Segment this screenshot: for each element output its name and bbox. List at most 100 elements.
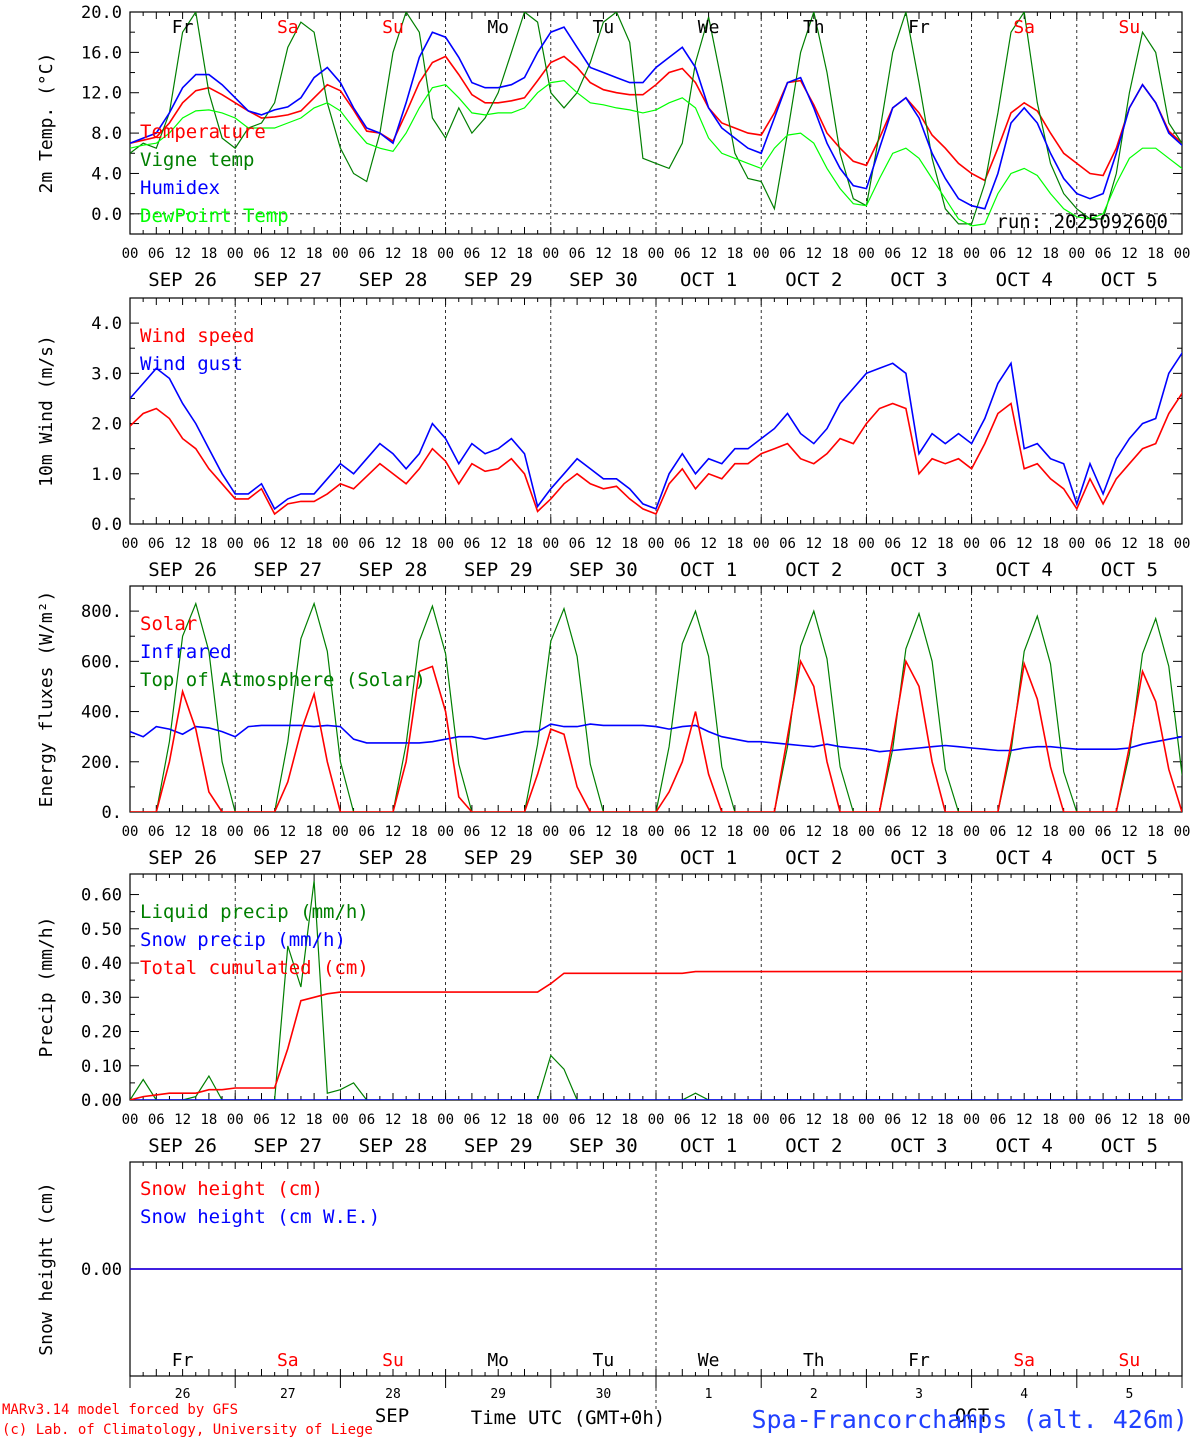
date-label: SEP 30 bbox=[569, 269, 638, 291]
hour-label: 00 bbox=[122, 824, 139, 840]
hour-label: 18 bbox=[832, 536, 849, 552]
date-label: OCT 5 bbox=[1101, 269, 1158, 291]
hour-label: 18 bbox=[1042, 246, 1059, 262]
date-label: OCT 3 bbox=[890, 559, 947, 581]
y-tick-label: 3.0 bbox=[91, 364, 122, 384]
hour-label: 12 bbox=[385, 824, 402, 840]
hour-label: 06 bbox=[989, 824, 1006, 840]
hour-label: 18 bbox=[516, 824, 533, 840]
weekday-label: Su bbox=[1119, 17, 1141, 38]
series-line-infrared bbox=[130, 723, 1182, 753]
hour-label: 06 bbox=[463, 1112, 480, 1128]
hour-label: 12 bbox=[1016, 246, 1033, 262]
weekday-label: We bbox=[698, 17, 720, 38]
y-tick-label: 4.0 bbox=[91, 314, 122, 334]
day-number-label: 28 bbox=[385, 1387, 401, 1402]
hour-label: 18 bbox=[726, 824, 743, 840]
hour-label: 12 bbox=[911, 824, 928, 840]
y-tick-label: 1.0 bbox=[91, 465, 122, 485]
y-tick-label: 12.0 bbox=[81, 84, 122, 104]
hour-label: 00 bbox=[437, 246, 454, 262]
hour-label: 00 bbox=[1174, 536, 1191, 552]
hour-label: 12 bbox=[700, 246, 717, 262]
panel-4: 0.00 0.10 0.20 0.30 0.40 0.50 0.60 Precip (mm/h… bbox=[36, 873, 1191, 1157]
hour-label: 00 bbox=[332, 1112, 349, 1128]
legend-entry: Snow height (cm) bbox=[140, 1178, 323, 1200]
hour-label: 00 bbox=[648, 246, 665, 262]
hour-label: 06 bbox=[463, 246, 480, 262]
hour-label: 06 bbox=[884, 536, 901, 552]
hour-label: 12 bbox=[805, 246, 822, 262]
day-number-label: 29 bbox=[490, 1387, 506, 1402]
hour-label: 00 bbox=[963, 536, 980, 552]
credit-line-2: (c) Lab. of Climatology, University of L… bbox=[2, 1422, 373, 1438]
hour-label: 06 bbox=[148, 824, 165, 840]
hour-label: 18 bbox=[516, 246, 533, 262]
y-axis-label: Precip (mm/h) bbox=[36, 917, 57, 1058]
hour-label: 12 bbox=[700, 824, 717, 840]
hour-label: 12 bbox=[700, 1112, 717, 1128]
hour-label: 18 bbox=[832, 246, 849, 262]
y-tick-label: 0.40 bbox=[81, 954, 122, 974]
credit-line-1: MARv3.14 model forced by GFS bbox=[2, 1402, 238, 1418]
legend-entry: Total cumulated (cm) bbox=[140, 957, 369, 979]
hour-label: 18 bbox=[832, 824, 849, 840]
y-tick-label: 0.00 bbox=[81, 1091, 122, 1111]
legend-entry: Snow precip (mm/h) bbox=[140, 929, 346, 951]
weekday-label: Fr bbox=[908, 17, 930, 38]
date-label: SEP 30 bbox=[569, 847, 638, 869]
date-label: SEP 26 bbox=[148, 847, 217, 869]
hour-label: 06 bbox=[674, 246, 691, 262]
hour-label: 12 bbox=[385, 536, 402, 552]
legend-entry: Liquid precip (mm/h) bbox=[140, 901, 369, 923]
date-label: OCT 2 bbox=[785, 1135, 842, 1157]
hour-label: 06 bbox=[253, 1112, 270, 1128]
panel-2: 0.0 1.0 2.0 3.0 4.0 10m Wind (m/s) Wind speed W… bbox=[36, 297, 1191, 581]
month-label-sep: SEP bbox=[375, 1405, 409, 1427]
y-tick-label: 0. bbox=[102, 803, 122, 823]
y-tick-label: 4.0 bbox=[91, 164, 122, 184]
hour-label: 06 bbox=[1095, 824, 1112, 840]
hour-label: 00 bbox=[858, 536, 875, 552]
hour-label: 18 bbox=[516, 536, 533, 552]
hour-label: 00 bbox=[1174, 246, 1191, 262]
date-label: SEP 27 bbox=[253, 847, 322, 869]
hour-label: 18 bbox=[832, 1112, 849, 1128]
hour-label: 18 bbox=[726, 246, 743, 262]
hour-label: 00 bbox=[1174, 1112, 1191, 1128]
series-line-top-of-atmosphere-solar- bbox=[130, 601, 1182, 812]
date-label: SEP 28 bbox=[359, 1135, 428, 1157]
hour-label: 12 bbox=[1121, 246, 1138, 262]
date-label: SEP 29 bbox=[464, 559, 533, 581]
legend-entry: Humidex bbox=[140, 177, 220, 199]
hour-label: 06 bbox=[253, 246, 270, 262]
hour-label: 00 bbox=[437, 1112, 454, 1128]
weekday-label: Th bbox=[803, 17, 825, 38]
hour-label: 06 bbox=[358, 1112, 375, 1128]
hour-label: 12 bbox=[490, 536, 507, 552]
date-label: SEP 28 bbox=[359, 559, 428, 581]
hour-label: 12 bbox=[1121, 824, 1138, 840]
weekday-label: Su bbox=[382, 1350, 404, 1371]
legend-entry: Top of Atmosphere (Solar) bbox=[140, 669, 426, 691]
hour-label: 00 bbox=[227, 536, 244, 552]
hour-label: 06 bbox=[569, 824, 586, 840]
date-label: OCT 1 bbox=[680, 269, 737, 291]
hour-label: 00 bbox=[753, 824, 770, 840]
hour-label: 00 bbox=[227, 1112, 244, 1128]
hour-label: 18 bbox=[1042, 1112, 1059, 1128]
hour-label: 00 bbox=[963, 824, 980, 840]
hour-label: 00 bbox=[1068, 536, 1085, 552]
y-tick-label: 800. bbox=[81, 602, 122, 622]
hour-label: 12 bbox=[805, 824, 822, 840]
hour-label: 06 bbox=[989, 246, 1006, 262]
hour-label: 12 bbox=[174, 824, 191, 840]
legend-entry: Wind gust bbox=[140, 353, 243, 375]
date-label: SEP 27 bbox=[253, 559, 322, 581]
hour-label: 12 bbox=[279, 1112, 296, 1128]
series-line-wind-gust bbox=[130, 351, 1182, 511]
hour-label: 06 bbox=[989, 1112, 1006, 1128]
y-axis-label: 10m Wind (m/s) bbox=[36, 335, 57, 487]
station-label: Spa-Francorchamps (alt. 426m) bbox=[752, 1405, 1189, 1434]
hour-label: 18 bbox=[306, 536, 323, 552]
